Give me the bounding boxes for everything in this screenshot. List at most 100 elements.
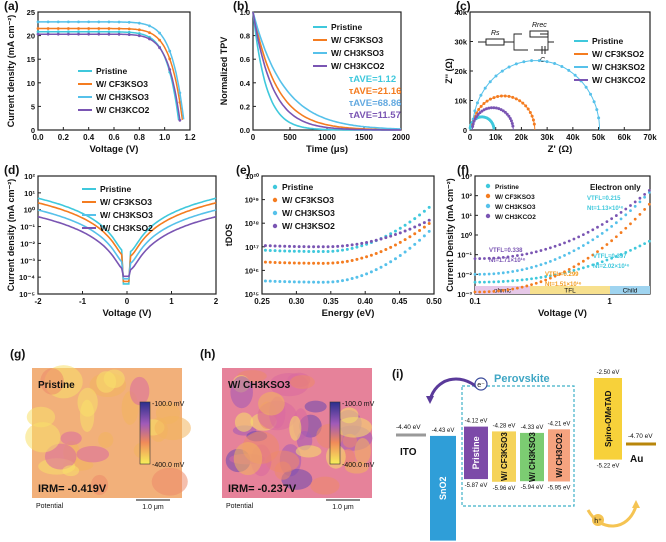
hole-arrow: [586, 505, 638, 528]
perovskite-box: [461, 385, 575, 507]
map-blob: [98, 432, 114, 448]
data-point: [312, 249, 316, 253]
data-point: [340, 260, 344, 264]
data-point: [525, 252, 529, 256]
data-point: [67, 30, 70, 34]
data-point: [302, 249, 306, 253]
data-point: [355, 245, 359, 249]
electron-arrowhead: [426, 396, 434, 404]
data-point: [345, 243, 349, 247]
legend-entry: W/ CH3KSO3: [96, 92, 149, 102]
data-point: [511, 270, 515, 273]
data-point: [355, 242, 359, 246]
map-blob: [25, 422, 61, 453]
data-point: [403, 229, 407, 233]
data-point: [422, 225, 426, 229]
band-block-label: W/ CF3KSO3: [500, 432, 509, 481]
data-point: [483, 280, 486, 284]
x-tick-label: 1.0: [159, 133, 171, 142]
data-point: [497, 271, 500, 275]
data-point: [501, 289, 505, 292]
map-blob: [289, 415, 302, 441]
x-tick-label: 0: [251, 133, 256, 142]
x-tick-label: 0: [468, 133, 473, 142]
perovskite-label: Perovskite: [494, 373, 550, 385]
data-point: [268, 248, 272, 252]
x-tick-label: 0.0: [32, 133, 44, 142]
data-point: [127, 30, 131, 34]
series-line: [37, 197, 217, 285]
data-point: [369, 239, 373, 243]
electron-marker: [474, 377, 488, 391]
x-tick-label: 0.50: [426, 297, 442, 306]
map-blob: [304, 400, 327, 413]
data-point: [643, 195, 647, 199]
data-point: [413, 217, 417, 221]
map-caption: Potential: [36, 503, 64, 510]
legend-entry: W/ CH3KSO3: [100, 210, 153, 220]
data-point: [127, 27, 131, 31]
fit-line: [471, 107, 514, 130]
data-point: [288, 261, 292, 265]
data-point: [610, 256, 614, 260]
legend-marker: [485, 203, 491, 209]
band-block-label: W/ CH3KSO3: [528, 432, 537, 482]
legend-marker: [272, 197, 278, 203]
x-axis-label: Z' (Ω): [548, 144, 573, 155]
data-point: [345, 278, 349, 282]
legend-marker: [272, 184, 278, 190]
data-point: [558, 243, 562, 247]
data-point: [273, 249, 277, 253]
data-point: [297, 245, 301, 249]
data-point: [643, 242, 647, 246]
data-point: [316, 250, 320, 254]
map-blob: [230, 376, 253, 409]
data-point: [563, 270, 566, 274]
data-point: [384, 263, 388, 267]
data-point: [638, 200, 642, 204]
data-point: [633, 217, 637, 221]
data-point: [283, 249, 287, 253]
data-point: [148, 37, 151, 41]
series-line: [252, 11, 402, 130]
fit-line: [471, 95, 536, 131]
x-tick-label: 1500: [355, 133, 373, 142]
data-point: [572, 269, 576, 272]
legend-entry: Pristine: [331, 22, 362, 32]
legend-entry: W/ CH3KSO2: [100, 223, 153, 233]
data-point: [619, 210, 623, 214]
data-point: [321, 250, 325, 254]
legend-entry: W/ CH3KCO2: [592, 75, 646, 85]
data-point: [647, 191, 651, 194]
data-point: [422, 234, 426, 238]
data-point: [268, 260, 272, 264]
data-point: [600, 223, 604, 226]
cb-level-label: -4.43 eV: [432, 428, 455, 434]
data-point: [56, 20, 60, 24]
panel-label: (b): [233, 0, 248, 13]
data-point: [548, 274, 552, 278]
band-block: [548, 429, 570, 482]
data-point: [610, 217, 614, 221]
data-point: [647, 239, 651, 243]
y-tick-label: 10¹: [461, 211, 472, 220]
data-point: [539, 280, 543, 284]
data-point: [360, 274, 364, 278]
map-blob: [310, 476, 340, 495]
data-point: [321, 261, 325, 265]
data-point: [148, 31, 151, 35]
y-tick-label: 0.8: [240, 32, 250, 41]
y-tick-label: 10⁻³: [457, 290, 472, 299]
x-tick-label: 1: [607, 297, 612, 306]
map-blob: [76, 445, 110, 463]
data-point: [624, 251, 628, 254]
data-point: [46, 27, 50, 30]
data-point: [278, 249, 282, 253]
data-point: [97, 20, 101, 24]
data-point: [326, 249, 330, 253]
data-point: [67, 20, 70, 24]
data-point: [643, 192, 647, 196]
data-point: [87, 32, 91, 36]
y-tick-label: 10⁻¹: [457, 251, 472, 260]
data-point: [567, 239, 571, 243]
